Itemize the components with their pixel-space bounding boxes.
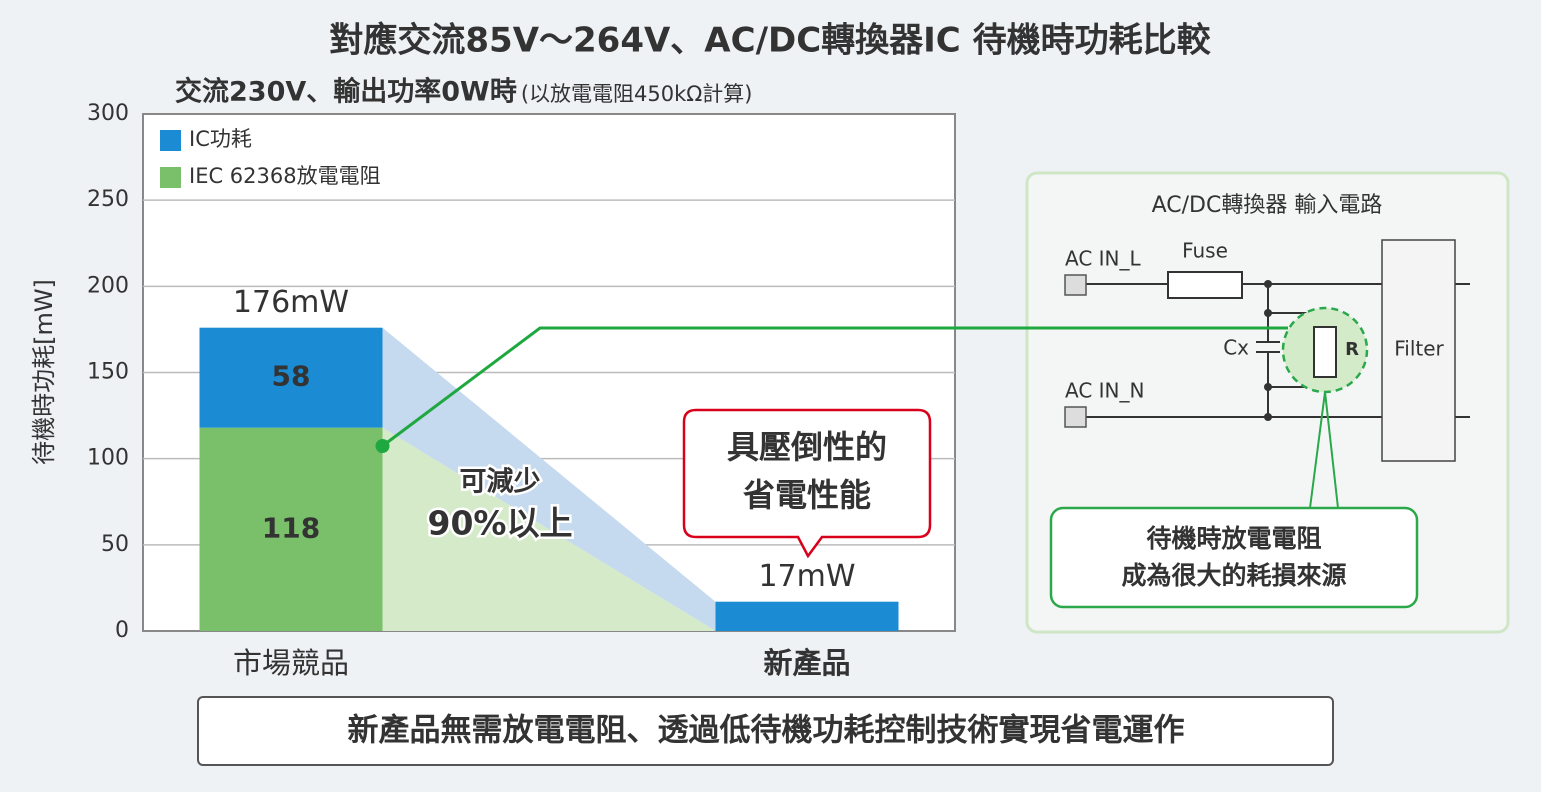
y-tick-label: 50 — [101, 532, 129, 557]
terminal — [1064, 406, 1087, 428]
callout-bubble — [682, 408, 932, 559]
y-tick-label: 0 — [115, 618, 129, 643]
y-tick-label: 150 — [87, 360, 129, 385]
x-tick-label: 新產品 — [763, 646, 850, 680]
y-tick-label: 100 — [87, 446, 129, 471]
label: R — [1345, 339, 1359, 360]
terminal — [1064, 274, 1087, 296]
y-tick-label: 200 — [87, 273, 129, 298]
legend-swatch — [160, 130, 181, 151]
callout-text: 成為很大的耗損來源 — [1121, 561, 1346, 590]
legend-label: IC功耗 — [189, 127, 252, 151]
bar-segment — [199, 427, 383, 631]
callout-text: 待機時放電電阻 — [1146, 524, 1321, 553]
annotation: 90%以上 — [428, 504, 573, 543]
label: AC IN_N — [1065, 379, 1144, 403]
callout-pointer — [1309, 391, 1339, 509]
footer-box — [197, 696, 1334, 766]
connector — [381, 326, 1288, 448]
data-label: 58 — [272, 360, 311, 393]
circuit-nodes — [1264, 280, 1272, 421]
fuse — [1167, 271, 1243, 299]
subtitle: 交流230V、輸出功率0W時 — [175, 76, 517, 108]
callout-text: 具壓倒性的 — [727, 428, 887, 466]
footer-text: 新產品無需放電電阻、透過低待機功耗控制技術實現省電運作 — [348, 713, 1185, 749]
subtitle-note: (以放電電阻450kΩ計算) — [521, 82, 753, 106]
y-axis-label: 待機時功耗[mW] — [30, 279, 58, 465]
legend-label: IEC 62368放電電阻 — [189, 164, 381, 188]
legend-swatch — [160, 167, 181, 188]
bar-segment — [715, 601, 899, 631]
label: Cx — [1223, 336, 1249, 360]
total-label: 176mW — [233, 285, 349, 320]
bar-segment — [199, 327, 383, 428]
circuit-callout — [1049, 506, 1419, 609]
y-tick-label: 300 — [87, 101, 129, 126]
resistor — [1313, 326, 1337, 378]
annotation: 可減少 — [460, 467, 541, 498]
circuit-title: AC/DC轉換器 輸入電路 — [1152, 193, 1383, 218]
reduction-shade — [382, 427, 716, 631]
reduction-shade — [382, 327, 716, 631]
label: Fuse — [1182, 239, 1228, 263]
y-tick-label: 250 — [87, 187, 129, 212]
chart-title: 對應交流85V〜264V、AC/DC轉換器IC 待機時功耗比較 — [329, 21, 1211, 61]
data-label: 118 — [262, 511, 320, 544]
x-tick-label: 市場競品 — [233, 646, 349, 680]
label: AC IN_L — [1065, 247, 1142, 271]
filter-box — [1381, 239, 1456, 462]
callout-text: 省電性能 — [743, 476, 871, 514]
connector-dot — [375, 439, 390, 453]
label: Filter — [1394, 337, 1444, 361]
total-label: 17mW — [758, 559, 855, 594]
